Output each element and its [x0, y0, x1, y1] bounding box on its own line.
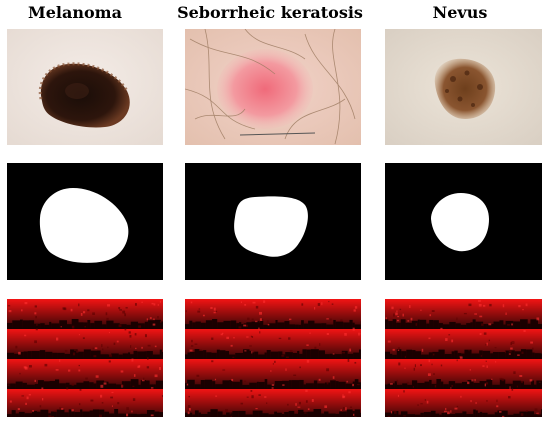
nevus-texture-map: [385, 299, 542, 417]
seborrheic-keratosis-segmentation-mask: [185, 163, 361, 280]
seborrheic-keratosis-dermoscopic-image: [185, 29, 361, 145]
column-header-seborrheic-keratosis: Seborrheic keratosis: [177, 3, 363, 22]
column-header-nevus: Nevus: [432, 3, 488, 22]
nevus-segmentation-mask: [385, 163, 542, 280]
melanoma-segmentation-mask: [7, 163, 163, 280]
nevus-dermoscopic-image: [385, 29, 542, 145]
melanoma-dermoscopic-image: [7, 29, 163, 145]
column-header-melanoma: Melanoma: [28, 3, 122, 22]
seborrheic-keratosis-texture-map: [185, 299, 361, 417]
melanoma-texture-map: [7, 299, 163, 417]
